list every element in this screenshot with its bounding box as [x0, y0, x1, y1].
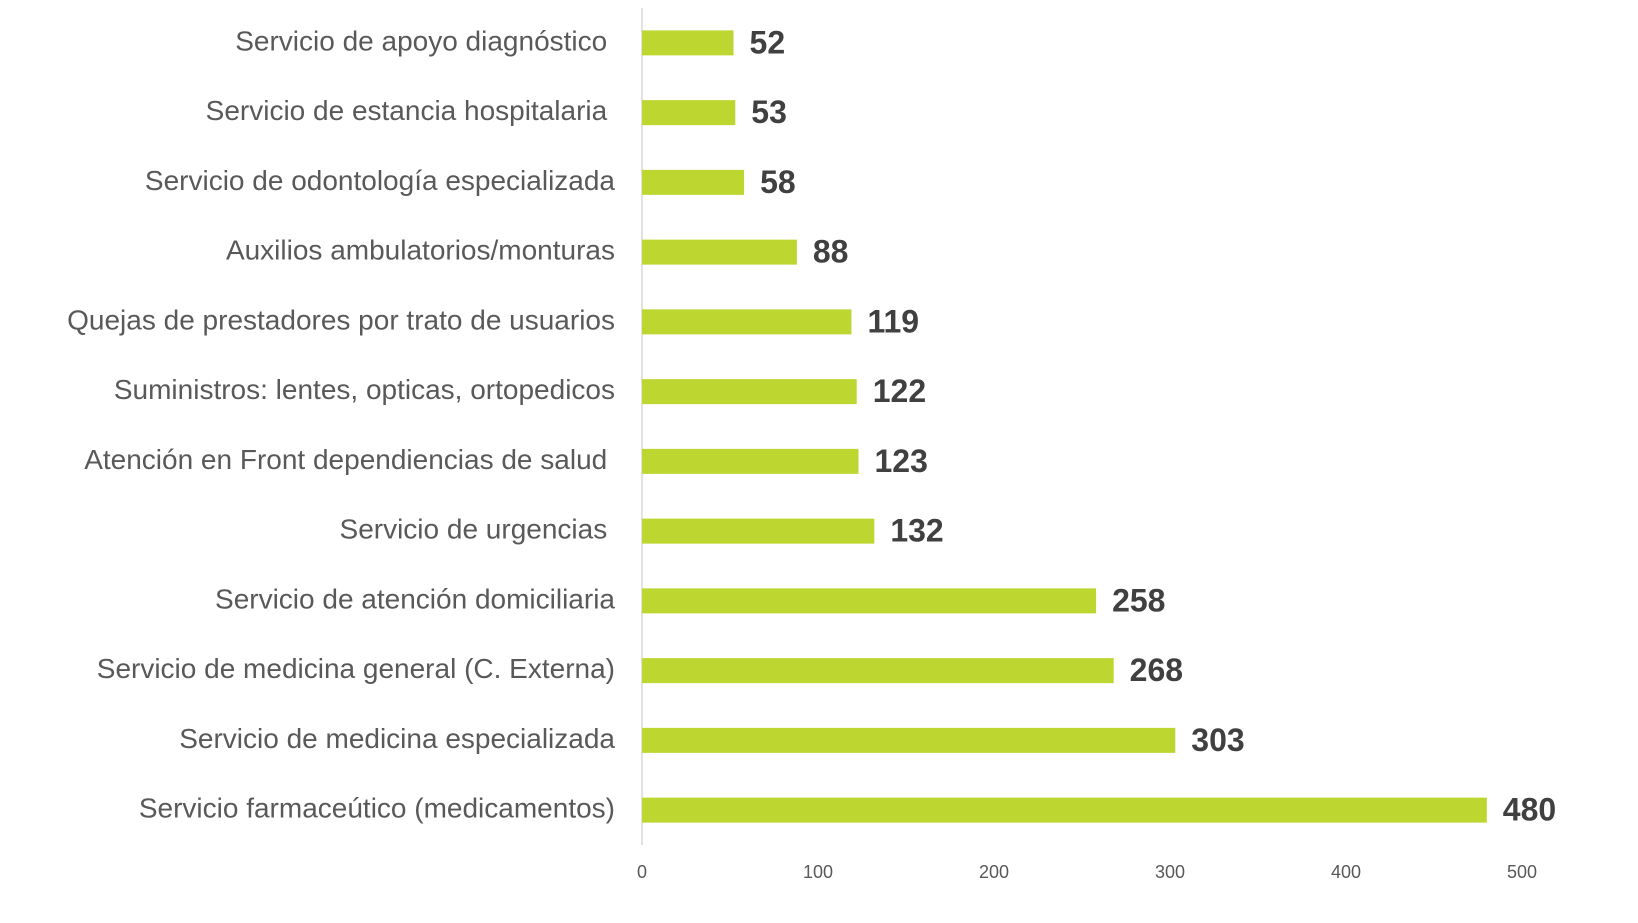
bar [642, 658, 1114, 684]
bar [642, 100, 736, 126]
y-tick-label: Auxilios ambulatorios/monturas [226, 235, 615, 266]
y-tick-label: Servicio de apoyo diagnóstico [235, 25, 615, 56]
x-tick-label: 100 [803, 862, 833, 882]
y-tick-label: Servicio de medicina general (C. Externa… [97, 653, 615, 684]
value-label: 258 [1112, 582, 1165, 618]
value-label: 480 [1503, 792, 1556, 828]
value-label: 52 [750, 24, 786, 60]
value-label: 268 [1130, 652, 1183, 688]
bar [642, 518, 875, 544]
y-tick-label: Atención en Front dependiencias de salud [84, 444, 615, 475]
y-tick-label: Servicio de urgencias [340, 514, 615, 545]
bar [642, 239, 797, 265]
bar [642, 797, 1487, 823]
value-label: 123 [874, 443, 927, 479]
bar [642, 448, 859, 474]
value-label: 119 [867, 303, 919, 339]
y-tick-label: Suministros: lentes, opticas, ortopedico… [114, 374, 615, 405]
bar [642, 30, 734, 56]
x-tick-label: 500 [1507, 862, 1537, 882]
bar [642, 588, 1097, 614]
y-tick-label: Servicio de medicina especializada [179, 723, 615, 754]
y-tick-label: Servicio de odontología especializada [145, 165, 616, 196]
y-tick-label: Servicio de estancia hospitalaria [206, 95, 615, 126]
bar [642, 379, 857, 405]
value-label: 122 [873, 373, 926, 409]
value-label: 88 [813, 234, 849, 270]
x-tick-label: 300 [1155, 862, 1185, 882]
y-tick-label: Servicio farmaceútico (medicamentos) [139, 793, 615, 824]
value-label: 58 [760, 164, 796, 200]
bar [642, 309, 852, 335]
x-tick-label: 200 [979, 862, 1009, 882]
x-tick-label: 0 [637, 862, 647, 882]
value-label: 303 [1191, 722, 1244, 758]
value-label: 53 [751, 94, 787, 130]
bar [642, 727, 1176, 753]
bar [642, 169, 745, 195]
x-tick-label: 400 [1331, 862, 1361, 882]
value-label: 132 [890, 513, 943, 549]
y-tick-label: Quejas de prestadores por trato de usuar… [67, 304, 615, 335]
y-tick-label: Servicio de atención domiciliaria [215, 583, 615, 614]
